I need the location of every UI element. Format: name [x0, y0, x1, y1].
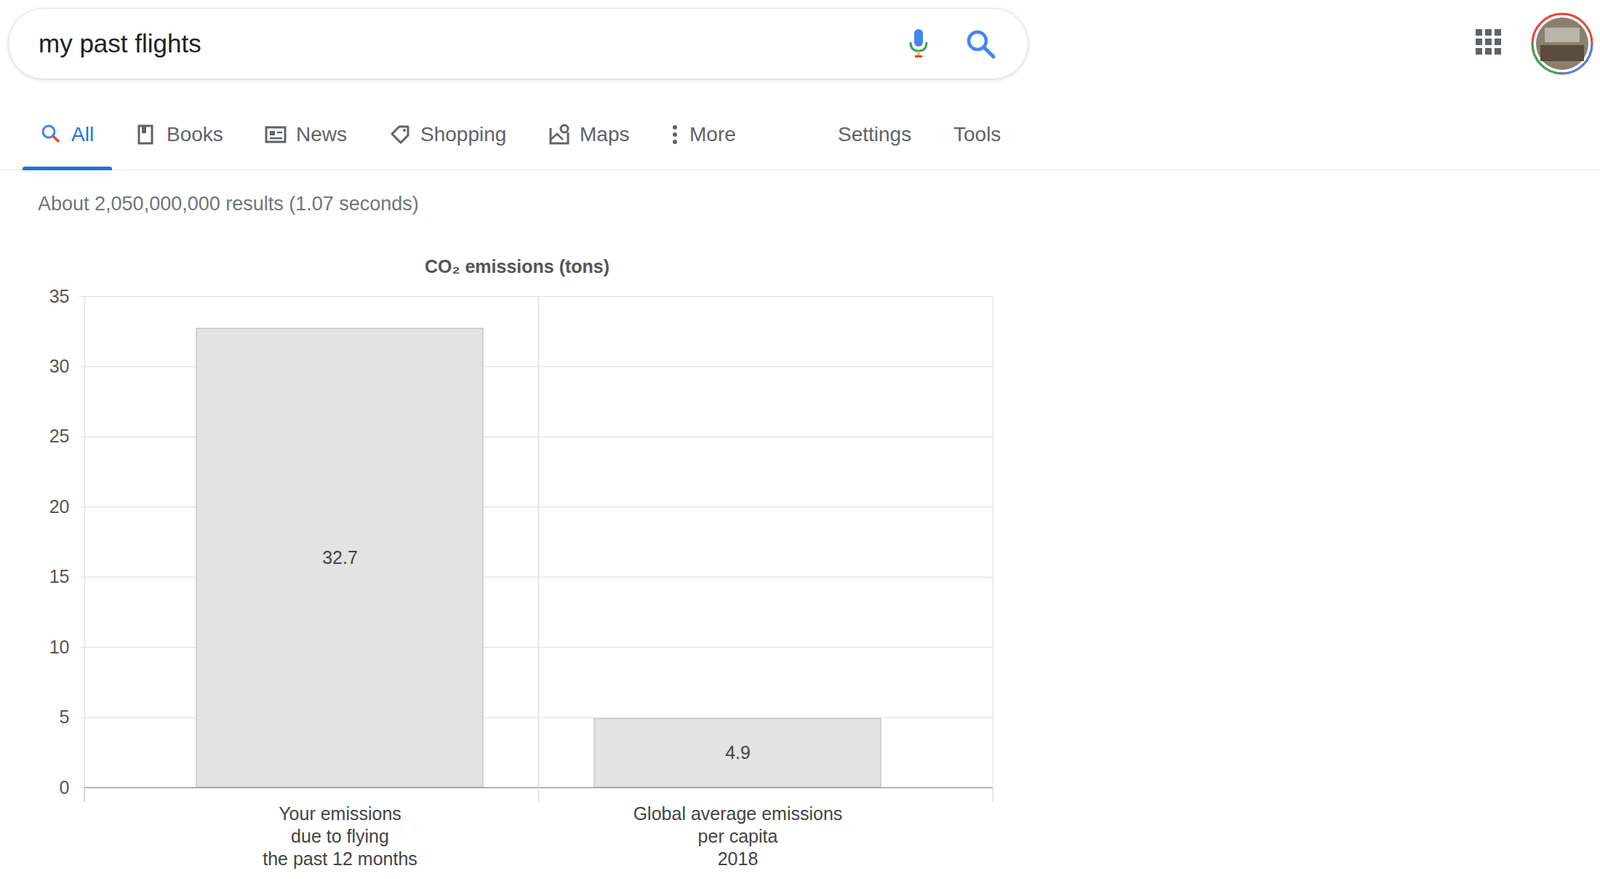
svg-text:10: 10	[49, 636, 70, 657]
html-text:More: More	[689, 122, 736, 146]
svg-text:5: 5	[59, 706, 70, 727]
html-text:CO₂ emissions (tons): CO₂ emissions (tons)	[424, 256, 610, 277]
svg-text:20: 20	[49, 496, 70, 517]
html-text:News: News	[296, 122, 347, 146]
html-text:All: All	[71, 122, 94, 146]
svg-text:4.9: 4.9	[725, 741, 751, 763]
svg-text:15: 15	[49, 565, 70, 587]
html-text:About 2,050,000,000 results (1: About 2,050,000,000 results (1.07 second…	[37, 192, 419, 215]
html-text:Books: Books	[166, 122, 224, 146]
html-text:my past flights: my past flights	[38, 29, 202, 58]
html-text:Maps: Maps	[579, 122, 630, 146]
html-text:Tools: Tools	[953, 122, 1002, 146]
html-text:Settings: Settings	[837, 122, 912, 146]
svg-text:Global average emissionsper ca: Global average emissionsper capita2018	[633, 802, 843, 870]
svg-text:25: 25	[49, 425, 70, 446]
html-text:Shopping: Shopping	[420, 122, 507, 146]
svg-text:32.7: 32.7	[322, 546, 358, 568]
svg-text:Your emissionsdue to flyingthe: Your emissionsdue to flyingthe past 12 m…	[262, 802, 418, 870]
svg-text:30: 30	[49, 355, 70, 376]
svg-text:0: 0	[59, 776, 70, 798]
svg-text:35: 35	[49, 285, 70, 307]
